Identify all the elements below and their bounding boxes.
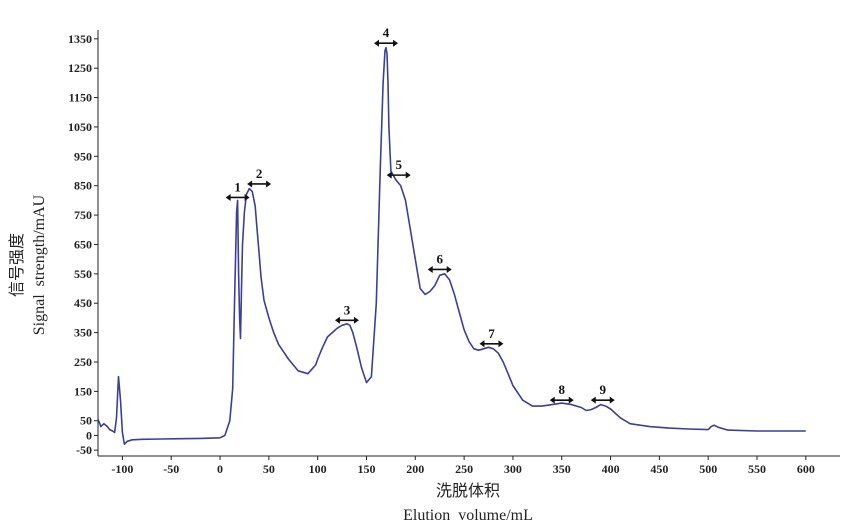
y-tick-label: 650 [74, 237, 92, 251]
y-tick-label: 350 [74, 326, 92, 340]
x-tick-label: -100 [111, 462, 133, 476]
y-axis-title-cn: 信号强度 [8, 233, 26, 297]
x-tick-label: 400 [602, 462, 620, 476]
y-tick-label: 1350 [68, 32, 92, 46]
peak-arrow-head-right [498, 340, 504, 348]
x-tick-label: 600 [797, 462, 815, 476]
peak-marker-6: 6 [427, 251, 452, 273]
axis-ticks: -500501502503504505506507508509501050115… [68, 32, 815, 476]
peak-arrow-head-right [244, 193, 250, 201]
peak-arrow-head-left [479, 340, 485, 348]
y-tick-label: 1150 [69, 91, 92, 105]
y-tick-label: 1050 [68, 120, 92, 134]
x-tick-label: 500 [699, 462, 717, 476]
peak-marker-1: 1 [225, 179, 250, 201]
peak-arrow-head-right [353, 316, 359, 324]
y-tick-label: 850 [74, 179, 92, 193]
peak-label: 2 [256, 166, 263, 181]
peak-label: 4 [383, 25, 390, 40]
peak-marker-8: 8 [549, 382, 574, 404]
peak-marker-7: 7 [479, 326, 504, 348]
peak-marker-3: 3 [334, 302, 359, 324]
peak-arrow-head-left [427, 265, 433, 273]
y-tick-label: 0 [86, 428, 92, 442]
peak-arrow-head-left [247, 180, 253, 188]
x-axis-title-cn: 洗脱体积 [436, 482, 500, 500]
x-tick-label: 100 [309, 462, 327, 476]
y-tick-label: 950 [74, 149, 92, 163]
peak-label: 5 [395, 157, 402, 172]
x-tick-label: 450 [650, 462, 668, 476]
x-tick-label: 0 [217, 462, 223, 476]
x-tick-label: 200 [406, 462, 424, 476]
y-tick-label: 550 [74, 267, 92, 281]
x-tick-label: 50 [263, 462, 275, 476]
y-tick-label: 250 [74, 355, 92, 369]
peak-arrow-head-left [374, 39, 380, 47]
peak-label: 9 [600, 382, 607, 397]
y-axis-title-en: Signal strength/mAU [31, 194, 48, 335]
y-tick-label: -50 [76, 443, 92, 457]
y-tick-label: 50 [80, 414, 92, 428]
x-tick-label: 250 [455, 462, 473, 476]
peak-arrow-head-left [386, 171, 392, 179]
peak-arrow-head-right [393, 39, 399, 47]
peak-marker-2: 2 [247, 166, 272, 188]
x-axis-title-en: Elution volume/mL [403, 507, 533, 524]
x-tick-label: 350 [553, 462, 571, 476]
peak-label: 6 [436, 251, 443, 266]
y-tick-label: 750 [74, 208, 92, 222]
peak-arrow-head-right [405, 171, 411, 179]
peak-arrow-head-left [590, 396, 596, 404]
y-tick-label: 150 [74, 384, 92, 398]
x-tick-label: -50 [163, 462, 179, 476]
peak-annotations: 12 3 4 5 6 7 8 9 [225, 25, 615, 404]
series-line [97, 46, 806, 445]
peak-marker-9: 9 [590, 382, 615, 404]
y-tick-label: 1250 [68, 61, 92, 75]
peak-arrow-head-right [446, 265, 452, 273]
peak-label: 1 [234, 179, 241, 194]
y-tick-label: 450 [74, 296, 92, 310]
peak-arrow-head-left [549, 396, 555, 404]
peak-arrow-head-right [266, 180, 272, 188]
peak-arrow-head-left [225, 193, 231, 201]
peak-arrow-head-left [334, 316, 340, 324]
peak-label: 8 [559, 382, 566, 397]
peak-label: 7 [488, 326, 495, 341]
x-tick-label: 300 [504, 462, 522, 476]
peak-arrow-head-right [609, 396, 615, 404]
peak-marker-4: 4 [374, 25, 399, 47]
peak-marker-5: 5 [386, 157, 411, 179]
peak-arrow-head-right [568, 396, 574, 404]
x-tick-label: 150 [357, 462, 375, 476]
peak-label: 3 [344, 302, 351, 317]
x-tick-label: 550 [748, 462, 766, 476]
